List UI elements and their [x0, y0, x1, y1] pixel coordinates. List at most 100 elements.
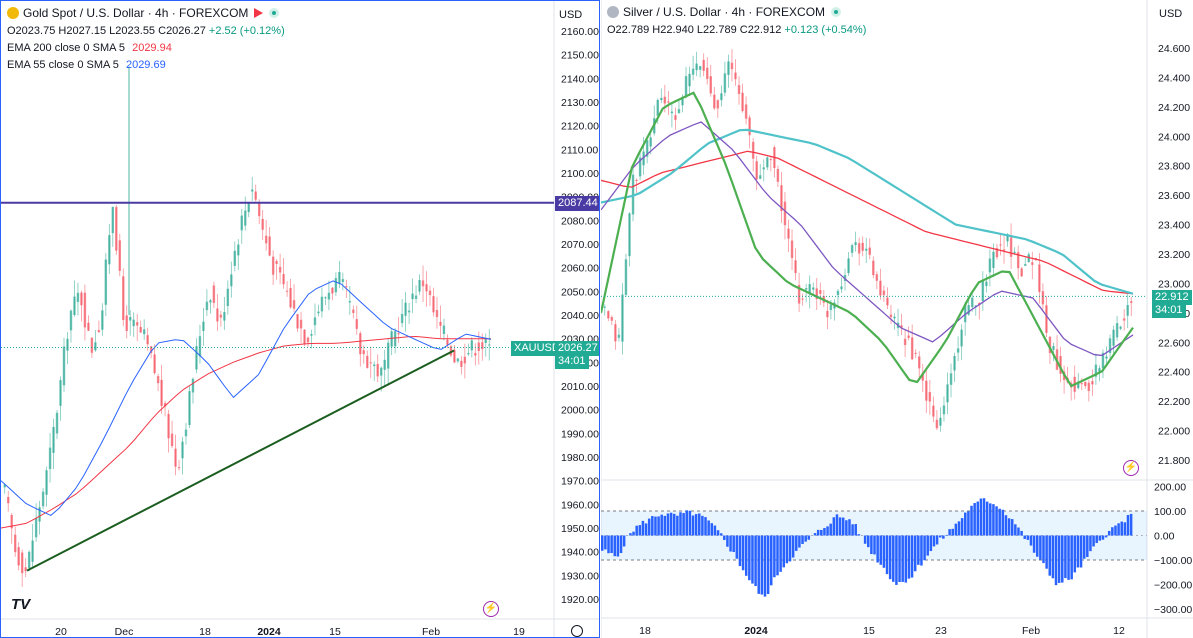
- lightning-icon[interactable]: ⚡: [483, 601, 499, 617]
- gold-candle: [48, 447, 52, 470]
- tradingview-logo[interactable]: TV: [11, 596, 31, 613]
- oscillator-bar: [613, 535, 617, 557]
- silver-x-tick: 12: [1113, 625, 1125, 637]
- lightning-icon[interactable]: ⚡: [1123, 460, 1139, 476]
- oscillator-bar: [651, 516, 654, 536]
- gold-candle: [425, 284, 428, 292]
- gold-chart-pane[interactable]: 2160.00 2150.00 2140.00 2130.00 2120.00 2110.…: [0, 0, 600, 638]
- gold-candle: [212, 285, 216, 303]
- gold-y-tick: 1960.00: [561, 499, 599, 511]
- silver-candle: [995, 248, 999, 258]
- gold-candle: [338, 272, 341, 284]
- oscillator-y-tick: −300.00: [1154, 604, 1192, 616]
- silver-candle: [1122, 318, 1126, 321]
- oscillator-bar: [741, 535, 745, 571]
- gold-candle: [76, 292, 80, 302]
- gold-candle: [177, 467, 181, 469]
- oscillator-bar: [907, 535, 911, 579]
- oscillator-bar: [798, 535, 801, 548]
- gold-countdown: 34:01: [555, 354, 589, 369]
- oscillator-bar: [1057, 535, 1061, 583]
- silver-candle: [766, 157, 769, 168]
- gold-x-tick: 15: [329, 626, 341, 638]
- gold-candle: [184, 429, 188, 437]
- silver-candle: [1034, 258, 1038, 260]
- oscillator-bar: [601, 535, 604, 551]
- gold-candle: [118, 240, 121, 271]
- settings-gear-icon[interactable]: [571, 625, 583, 637]
- gold-candle: [198, 336, 202, 357]
- gold-candle: [181, 441, 184, 459]
- silver-candle: [1105, 356, 1108, 359]
- silver-candle: [963, 303, 967, 323]
- gold-x-tick: 20: [55, 626, 67, 638]
- oscillator-bar: [666, 513, 670, 536]
- silver-y-tick: 24.600: [1158, 43, 1190, 55]
- silver-y-tick: 24.400: [1158, 72, 1190, 84]
- gold-candle: [484, 339, 487, 343]
- silver-candle: [854, 242, 857, 246]
- gold-candle: [223, 312, 226, 321]
- gold-candle: [135, 322, 139, 326]
- silver-candle: [1091, 381, 1094, 385]
- gold-candle: [219, 314, 223, 318]
- gold-y-tick: 2150.00: [561, 50, 599, 62]
- gold-candle: [167, 414, 170, 439]
- silver-currency-button[interactable]: USD: [1159, 8, 1183, 20]
- gold-ema55-line: [1, 280, 492, 516]
- oscillator-bar: [1117, 523, 1120, 536]
- oscillator-bar: [1020, 530, 1023, 536]
- silver-candle: [769, 159, 773, 161]
- oscillator-bar: [848, 519, 851, 536]
- silver-candle: [1129, 301, 1133, 303]
- silver-candle: [826, 310, 829, 318]
- gold-ema55-legend[interactable]: EMA 55 close 0 SMA 5 2029.69: [7, 59, 166, 71]
- oscillator-bar: [735, 535, 739, 559]
- silver-candle: [836, 290, 840, 296]
- flag-icon[interactable]: [254, 8, 264, 18]
- gold-candle: [313, 317, 317, 326]
- gold-candle: [278, 266, 282, 273]
- oscillator-bar: [867, 535, 870, 548]
- gold-candle: [428, 290, 432, 296]
- gold-candle: [191, 378, 195, 393]
- silver-candle: [681, 96, 684, 106]
- oscillator-bar: [942, 535, 945, 539]
- oscillator-bar: [669, 512, 673, 536]
- gold-y-tick: 2120.00: [561, 121, 599, 133]
- gold-candle: [153, 354, 156, 374]
- gold-candle: [230, 274, 233, 287]
- gold-candle: [87, 322, 90, 331]
- gold-candle: [83, 292, 87, 328]
- oscillator-bar: [882, 535, 886, 568]
- silver-candle: [988, 258, 992, 273]
- gold-candle: [414, 295, 418, 299]
- oscillator-bar: [885, 535, 889, 575]
- oscillator-bar: [926, 535, 929, 556]
- silver-open: O22.789: [607, 24, 650, 36]
- gold-candle: [7, 496, 10, 504]
- silver-symbol-icon: [607, 6, 619, 18]
- oscillator-bar: [644, 523, 648, 536]
- oscillator-bar: [1107, 530, 1111, 536]
- gold-candle: [156, 376, 160, 384]
- oscillator-bar: [854, 524, 857, 536]
- gold-ema200-legend[interactable]: EMA 200 close 0 SMA 5 2029.94: [7, 42, 172, 54]
- gold-candle: [195, 346, 198, 370]
- silver-candle: [999, 244, 1002, 246]
- oscillator-bar: [1054, 535, 1058, 586]
- silver-candle: [730, 62, 734, 70]
- silver-candle: [691, 68, 695, 75]
- gold-candle: [435, 310, 439, 318]
- silver-chart-pane[interactable]: 24.600 24.400 24.200 24.000 23.800 23.600 23.4…: [601, 0, 1193, 638]
- gold-candle: [306, 337, 310, 343]
- gold-candle: [463, 356, 467, 364]
- gold-candle: [257, 202, 261, 217]
- gold-chart-plot[interactable]: 2160.00 2150.00 2140.00 2130.00 2120.00 2110.…: [1, 1, 600, 638]
- gold-currency-button[interactable]: USD: [559, 9, 583, 21]
- gold-candle: [376, 363, 379, 377]
- oscillator-bar: [823, 527, 826, 536]
- oscillator-bar: [1095, 535, 1098, 544]
- silver-chart-plot[interactable]: 24.600 24.400 24.200 24.000 23.800 23.600 23.4…: [601, 0, 1193, 638]
- gold-candle: [247, 203, 250, 213]
